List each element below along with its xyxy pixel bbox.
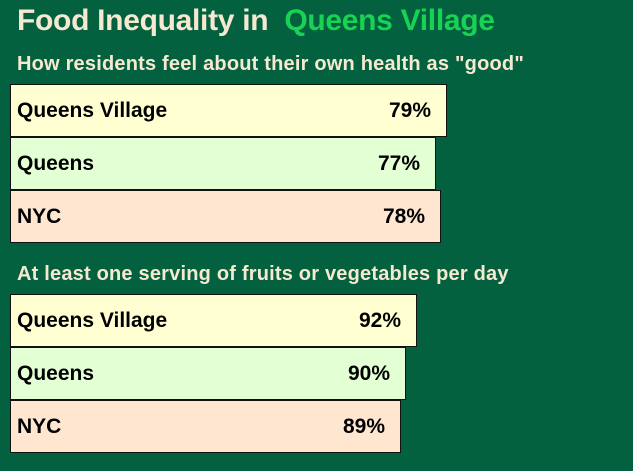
chart-1-title: How residents feel about their own healt… xyxy=(17,53,524,75)
bar-value: 89% xyxy=(342,414,385,438)
bar-nyc: NYC 89% xyxy=(10,400,401,453)
chart-2-title: At least one serving of fruits or vegeta… xyxy=(17,263,509,285)
bar-value: 77% xyxy=(377,151,420,175)
bar-value: 92% xyxy=(358,308,401,332)
bar-label: NYC xyxy=(17,204,62,228)
bar-label: Queens Village xyxy=(17,98,168,122)
bar-label: Queens xyxy=(17,151,95,175)
title-prefix: Food Inequality in xyxy=(17,4,269,37)
title-neighborhood: Queens Village xyxy=(284,4,495,37)
bar-value: 78% xyxy=(382,204,425,228)
bar-value: 79% xyxy=(388,98,431,122)
bar-queens: Queens 77% xyxy=(10,137,436,190)
bar-value: 90% xyxy=(347,361,390,385)
bar-queens: Queens 90% xyxy=(10,347,406,400)
bar-label: NYC xyxy=(17,414,62,438)
bar-nyc: NYC 78% xyxy=(10,190,441,243)
bar-queens-village: Queens Village 92% xyxy=(10,294,417,347)
page-title: Food Inequality in Queens Village xyxy=(17,4,495,38)
bar-label: Queens Village xyxy=(17,308,168,332)
bar-label: Queens xyxy=(17,361,95,385)
bar-queens-village: Queens Village 79% xyxy=(10,84,447,137)
